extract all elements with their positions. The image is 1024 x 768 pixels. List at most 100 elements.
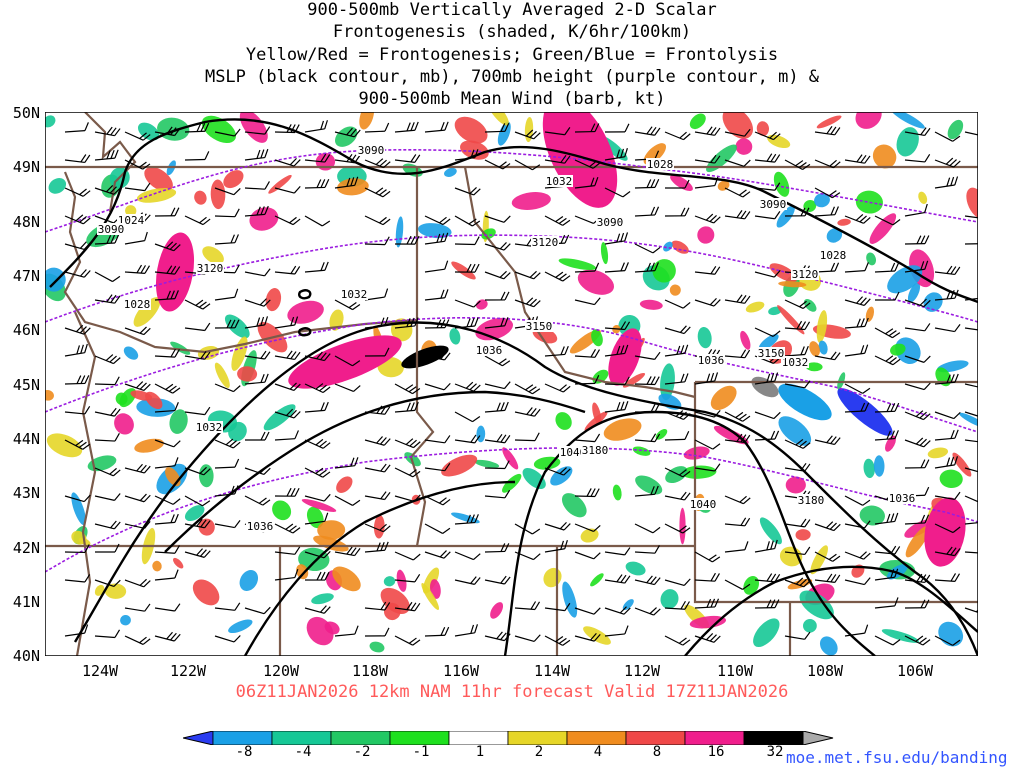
colorbar-label: -2 (353, 744, 371, 760)
shading-blob (809, 341, 820, 357)
wind-barb (274, 215, 301, 226)
wind-barb (634, 575, 661, 586)
shading-blob (454, 116, 488, 144)
wind-barb (754, 211, 781, 220)
wind-barb (934, 429, 959, 441)
wind-barb (154, 290, 179, 301)
wind-barb (94, 493, 121, 501)
wind-barb (904, 599, 930, 609)
wind-barb (424, 626, 450, 637)
wind-barb (454, 514, 479, 525)
wind-barb (394, 635, 421, 646)
shading-blob (753, 618, 780, 648)
wind-barb (64, 324, 91, 335)
shading-blob (228, 619, 253, 634)
wind-barb (724, 433, 751, 444)
wind-barb (454, 434, 481, 444)
colorbar-segment (507, 731, 568, 745)
shading-blob (803, 618, 817, 633)
wind-barb (544, 467, 571, 476)
shading-blob (814, 193, 830, 208)
wind-barb (934, 491, 961, 500)
wind-barb (664, 600, 690, 610)
wind-barb (484, 631, 511, 642)
wind-barb (94, 432, 120, 442)
wind-barb (514, 634, 541, 642)
wind-barb (904, 298, 931, 308)
wind-barb (814, 187, 841, 199)
wind-barb (94, 126, 121, 137)
wind-barb (334, 127, 361, 138)
shading-blob (803, 299, 817, 312)
wind-barb (274, 350, 301, 361)
wind-barb (454, 215, 481, 227)
wind-barb (664, 179, 690, 189)
wind-barb (964, 383, 978, 389)
wind-barb (244, 606, 271, 615)
wind-barb (754, 430, 780, 441)
shading-blob (421, 583, 440, 610)
wind-barb (964, 327, 978, 332)
wind-barb (244, 268, 271, 277)
height-label: 3090 (760, 198, 787, 211)
colorbar-segment (625, 731, 686, 745)
wind-barb (124, 381, 151, 392)
wind-barb (694, 372, 719, 385)
wind-barb (394, 467, 421, 478)
wind-barb (304, 550, 331, 559)
wind-barb (904, 635, 931, 646)
wind-barb (874, 355, 901, 366)
wind-barb (214, 187, 241, 196)
wind-barb (364, 491, 391, 501)
wind-barb (934, 324, 961, 333)
shading-blob (373, 515, 385, 539)
shading-blob (335, 126, 358, 147)
wind-barb (664, 578, 691, 587)
shading-blob (71, 492, 86, 526)
colorbar-segment (684, 731, 745, 745)
wind-barb (484, 215, 511, 223)
wind-barb (724, 495, 751, 505)
wind-barb (574, 607, 601, 615)
lat-label: 41N (12, 593, 40, 611)
wind-barb (844, 213, 871, 224)
lon-label: 122W (169, 662, 207, 680)
wind-barb (454, 299, 481, 308)
wind-barb (904, 459, 930, 469)
wind-barb (154, 402, 179, 413)
shading-blob (819, 636, 838, 656)
wind-barb (934, 131, 961, 142)
wind-barb (94, 185, 121, 195)
colorbar-label: 16 (707, 744, 725, 760)
lat-label: 44N (12, 430, 40, 448)
wind-barb (124, 159, 151, 170)
wind-barb (484, 401, 509, 413)
wind-barb (514, 551, 541, 561)
shading-blob (202, 246, 224, 265)
shading-blob (660, 589, 679, 609)
wind-barb (274, 430, 299, 441)
wind-barb (124, 131, 151, 141)
shading-blob (776, 205, 795, 228)
wind-barb (274, 523, 301, 534)
wind-barb (724, 411, 751, 422)
wind-barb (604, 547, 631, 556)
wind-barb (154, 383, 181, 394)
wind-barb (424, 121, 449, 133)
wind-barb (724, 128, 751, 137)
wind-barb (304, 120, 328, 133)
shading-blob (679, 507, 686, 545)
wind-barb (664, 635, 691, 646)
lat-label: 40N (12, 647, 40, 665)
wind-barb (634, 178, 660, 189)
wind-barb (94, 354, 121, 365)
wind-barb (814, 126, 841, 136)
shading-blob (803, 200, 817, 212)
wind-barb (514, 601, 541, 611)
wind-barb (244, 466, 271, 476)
shading-blob (918, 191, 928, 204)
source-url[interactable]: moe.met.fsu.edu/banding (786, 748, 1008, 767)
mslp-label: 1036 (698, 354, 725, 367)
wind-barb (514, 129, 541, 140)
shading-blob (787, 578, 813, 590)
